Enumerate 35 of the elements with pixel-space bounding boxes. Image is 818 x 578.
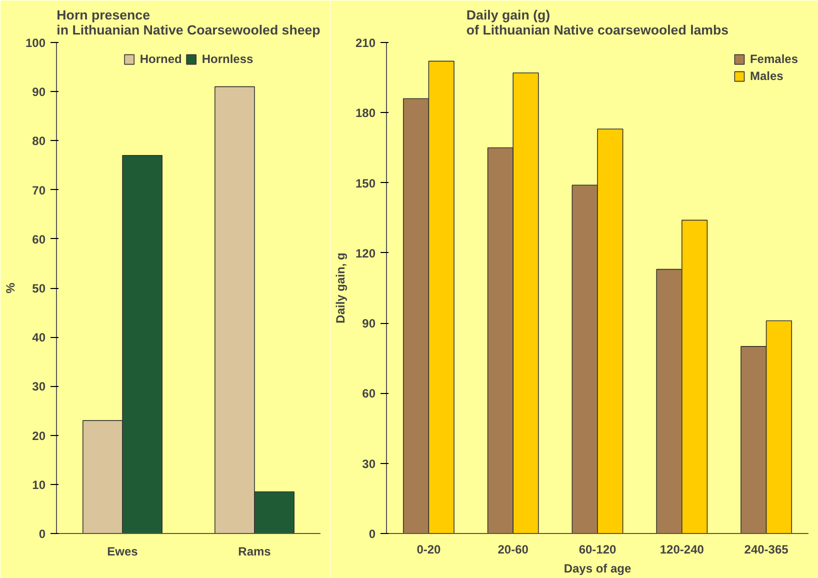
y-tick-label: 60 <box>32 232 46 246</box>
y-tick-label: 40 <box>32 330 46 345</box>
y-tick-label: 80 <box>32 134 46 148</box>
y-tick-label: 30 <box>32 380 46 394</box>
y-axis-title: Daily gain, g <box>333 252 348 324</box>
x-tick-label: 60-120 <box>578 542 617 556</box>
y-tick-label: 20 <box>32 428 46 443</box>
y-axis-title: % <box>3 282 18 294</box>
y-tick-label: 0 <box>368 527 376 541</box>
y-tick-label: 120 <box>355 246 376 260</box>
y-tick-label: 30 <box>362 456 376 471</box>
y-tick-label: 180 <box>355 106 376 120</box>
y-tick-label: 70 <box>32 183 46 198</box>
y-tick-label: 90 <box>32 85 46 100</box>
chart-title: Horn presence in Lithuanian Native Coarsewooled sheep <box>56 8 320 38</box>
legend-label: Males <box>750 69 784 83</box>
chart-title: Daily gain (g) of Lithuanian Native coarsewooled lambs <box>466 8 729 38</box>
y-tick-label: 90 <box>362 316 376 331</box>
y-tick-label: 60 <box>362 386 376 401</box>
y-tick-label: 210 <box>355 36 376 50</box>
y-tick-label: 50 <box>32 282 46 296</box>
x-tick-label: 120-240 <box>660 542 704 556</box>
x-tick-label: Ewes <box>107 544 138 558</box>
y-tick-label: 0 <box>38 527 46 541</box>
legend-label: Horned <box>140 52 182 66</box>
y-tick-label: 100 <box>25 36 46 50</box>
x-tick-label: Rams <box>238 544 272 558</box>
x-axis-title: Days of age <box>564 562 632 576</box>
legend-label: Hornless <box>202 52 254 66</box>
y-tick-label: 150 <box>355 176 376 190</box>
x-tick-label: 240-365 <box>744 542 789 556</box>
legend-label: Females <box>750 52 798 66</box>
y-tick-label: 10 <box>32 478 46 492</box>
x-tick-label: 20-60 <box>498 542 529 556</box>
x-tick-label: 0-20 <box>416 542 442 556</box>
